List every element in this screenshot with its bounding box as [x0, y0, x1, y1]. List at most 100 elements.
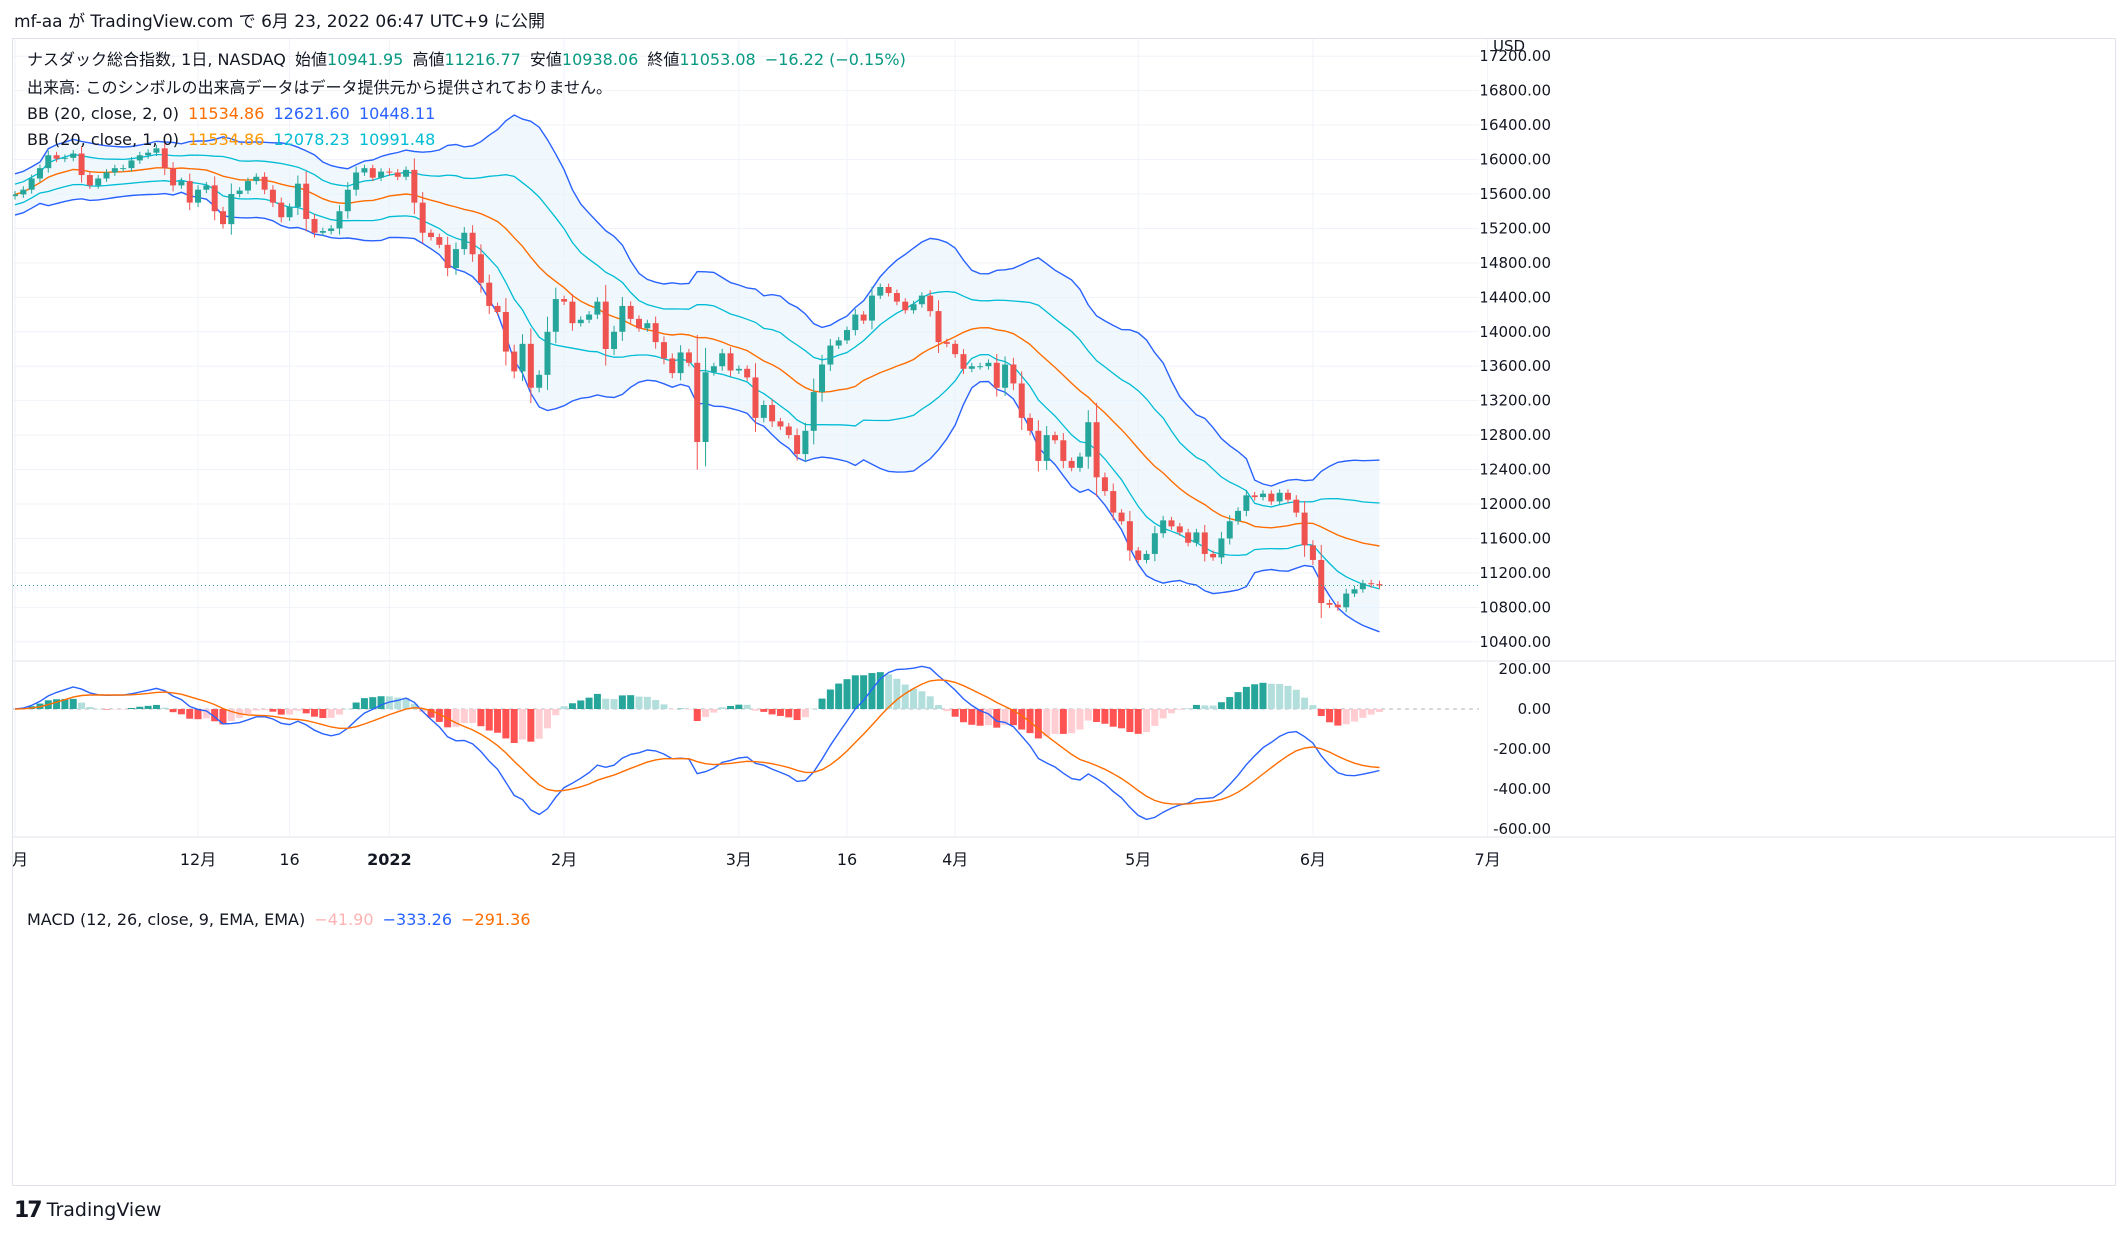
macd-histogram-bar [252, 709, 260, 711]
macd-histogram-bar [1076, 709, 1084, 730]
macd-histogram-bar [959, 709, 967, 723]
macd-histogram-bar [277, 709, 285, 715]
chart-canvas[interactable]: USD 10400.00 10800.00 11200.00 11600.00 12000… [13, 39, 2115, 1185]
candle-body [486, 282, 493, 306]
macd-histogram-bar [152, 704, 160, 709]
macd-histogram-bar [360, 698, 368, 709]
macd-histogram-bar [161, 707, 169, 709]
macd-histogram-bar [335, 709, 343, 715]
tradingview-logo-icon: 17 [14, 1197, 43, 1223]
bb2-upper: 12078.23 [273, 130, 350, 149]
candle-body [502, 311, 509, 352]
candle-body [303, 183, 310, 219]
macd-histogram-bar [635, 696, 643, 709]
macd-histogram-bar [1001, 709, 1009, 725]
candle-body [977, 366, 984, 368]
candle-body [852, 314, 859, 331]
bb1-legend[interactable]: BB (20, close, 2, 0) 11534.86 12621.60 1… [27, 103, 439, 125]
chart-container[interactable]: USD 10400.00 10800.00 11200.00 11600.00 12000… [12, 38, 2116, 1186]
candle-body [386, 171, 393, 173]
candle-body [336, 211, 343, 229]
symbol-label[interactable]: ナスダック総合指数, 1日, NASDAQ [27, 50, 286, 69]
bb2-legend[interactable]: BB (20, close, 1, 0) 11534.86 12078.23 1… [27, 129, 439, 151]
candle-body [835, 340, 842, 346]
candle-body [1376, 584, 1383, 586]
candle-body [253, 176, 260, 182]
time-tick-label: 12月 [180, 850, 216, 869]
macd-tick-label: -600.00 [1493, 820, 1551, 838]
candle-body [893, 293, 900, 302]
macd-histogram-bar [1226, 697, 1234, 709]
candle-body [428, 232, 434, 238]
macd-line [14, 665, 1380, 821]
time-tick-label: 6月 [1300, 850, 1326, 869]
candle-body [153, 148, 160, 153]
candle-body [844, 330, 850, 341]
macd-histogram-bar [768, 709, 776, 715]
macd-histogram-bar [1167, 709, 1175, 714]
bb1-upper: 12621.60 [273, 104, 350, 123]
price-axis: USD 10400.00 10800.00 11200.00 11600.00 12000… [1479, 39, 1551, 838]
macd-histogram-bar [211, 709, 219, 722]
bb-upper-2sd-line [14, 114, 1380, 487]
candle-body [1176, 526, 1183, 533]
candle-body [136, 155, 143, 161]
price-tick-label: 13200.00 [1479, 392, 1551, 410]
close-value: 11053.08 [679, 50, 756, 69]
bb2-label[interactable]: BB (20, close, 1, 0) [27, 130, 179, 149]
candle-body [20, 189, 27, 195]
macd-legend[interactable]: MACD (12, 26, close, 9, EMA, EMA) −41.90… [27, 909, 535, 931]
macd-histogram-bar [868, 673, 876, 709]
time-tick-label: 2022 [367, 850, 412, 869]
price-tick-label: 15600.00 [1479, 185, 1551, 203]
macd-histogram-bar [1242, 686, 1250, 709]
macd-histogram-bar [976, 709, 984, 726]
macd-histogram-bar [660, 704, 668, 709]
candle-body [1343, 593, 1350, 608]
time-tick-label: 16 [279, 850, 299, 869]
macd-histogram-bar [1284, 685, 1292, 709]
candle-body [561, 299, 568, 302]
change-value: −16.22 (−0.15%) [764, 50, 906, 69]
macd-histogram-bar [643, 696, 651, 709]
macd-histogram-bar [394, 697, 402, 709]
macd-histogram-bar [202, 709, 210, 719]
macd-histogram-bar [1251, 684, 1259, 709]
footer-brand[interactable]: 17 TradingView [14, 1192, 161, 1228]
candle-body [1210, 553, 1217, 558]
macd-label[interactable]: MACD (12, 26, close, 9, EMA, EMA) [27, 910, 306, 929]
candle-body [369, 168, 376, 178]
macd-histogram-bar [1334, 709, 1342, 726]
macd-histogram-bar [610, 699, 618, 709]
candle-body [236, 190, 243, 194]
candle-body [918, 295, 925, 305]
macd-histogram-bar [718, 707, 726, 709]
macd-histogram-bar [1093, 709, 1101, 722]
macd-histogram-bar [577, 700, 585, 709]
price-tick-label: 14400.00 [1479, 288, 1551, 306]
macd-histogram-bar [61, 699, 69, 709]
macd-histogram-bar [893, 678, 901, 709]
bb1-label[interactable]: BB (20, close, 2, 0) [27, 104, 179, 123]
macd-histogram-bar [519, 709, 527, 740]
candle-body [178, 181, 185, 186]
macd-histogram-bar [1018, 709, 1026, 730]
macd-histogram-bar [885, 674, 893, 709]
macd-histogram-bar [427, 709, 435, 718]
candle-body [120, 168, 127, 170]
macd-histogram-bar [693, 709, 701, 722]
candle-body [794, 435, 801, 455]
macd-histogram-bar [668, 709, 676, 710]
macd-histogram-bar [677, 708, 685, 710]
candle-body [1151, 533, 1158, 554]
macd-histogram-bar [652, 699, 660, 709]
candle-body [1218, 538, 1225, 558]
macd-tick-label: -400.00 [1493, 780, 1551, 798]
macd-histogram-bar [685, 709, 693, 710]
time-tick-label: 16 [837, 850, 857, 869]
candle-body [111, 168, 118, 173]
macd-histogram-bar [119, 709, 127, 710]
macd-histogram-bar [469, 709, 477, 723]
macd-histogram-bar [1201, 705, 1209, 709]
candle-body [644, 323, 651, 329]
